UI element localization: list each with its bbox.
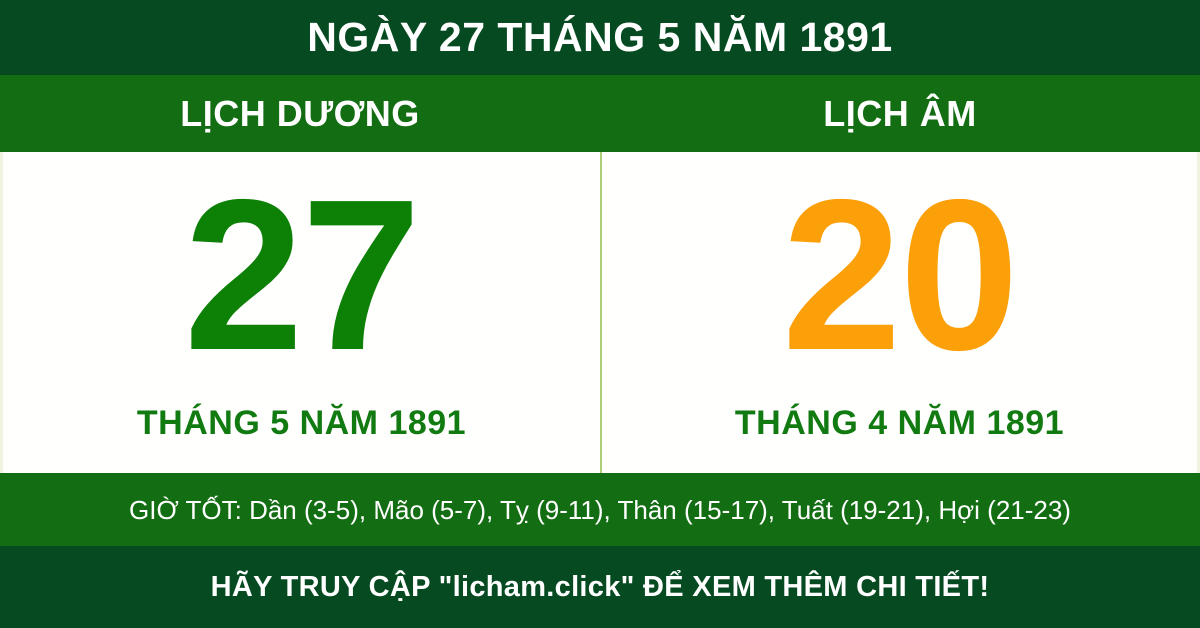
lunar-column-header: LỊCH ÂM (600, 75, 1200, 152)
solar-date-column: 27 THÁNG 5 NĂM 1891 (3, 152, 600, 473)
footer-cta-text: HÃY TRUY CẬP "licham.click" ĐỂ XEM THÊM … (210, 570, 990, 603)
header-bar: NGÀY 27 THÁNG 5 NĂM 1891 (0, 0, 1200, 75)
calendar-type-header-bar: LỊCH DƯƠNG LỊCH ÂM (0, 75, 1200, 152)
lunar-column-heading-label: LỊCH ÂM (823, 92, 977, 134)
calendar-body-panel: 27 THÁNG 5 NĂM 1891 20 THÁNG 4 NĂM 1891 (0, 152, 1200, 473)
solar-day-number: 27 (183, 153, 421, 395)
page-title: NGÀY 27 THÁNG 5 NĂM 1891 (307, 14, 893, 60)
solar-column-header: LỊCH DƯƠNG (0, 75, 600, 152)
lunar-month-year-label: THÁNG 4 NĂM 1891 (734, 404, 1065, 442)
good-hours-text: GIỜ TỐT: Dần (3-5), Mão (5-7), Tỵ (9-11)… (129, 494, 1071, 525)
footer-banner: HÃY TRUY CẬP "licham.click" ĐỂ XEM THÊM … (0, 546, 1200, 628)
solar-column-heading-label: LỊCH DƯƠNG (180, 92, 420, 134)
good-hours-bar: GIỜ TỐT: Dần (3-5), Mão (5-7), Tỵ (9-11)… (0, 473, 1200, 546)
solar-month-year-label: THÁNG 5 NĂM 1891 (136, 404, 467, 442)
lunar-date-column: 20 THÁNG 4 NĂM 1891 (600, 152, 1197, 473)
lunar-day-number: 20 (781, 153, 1019, 395)
